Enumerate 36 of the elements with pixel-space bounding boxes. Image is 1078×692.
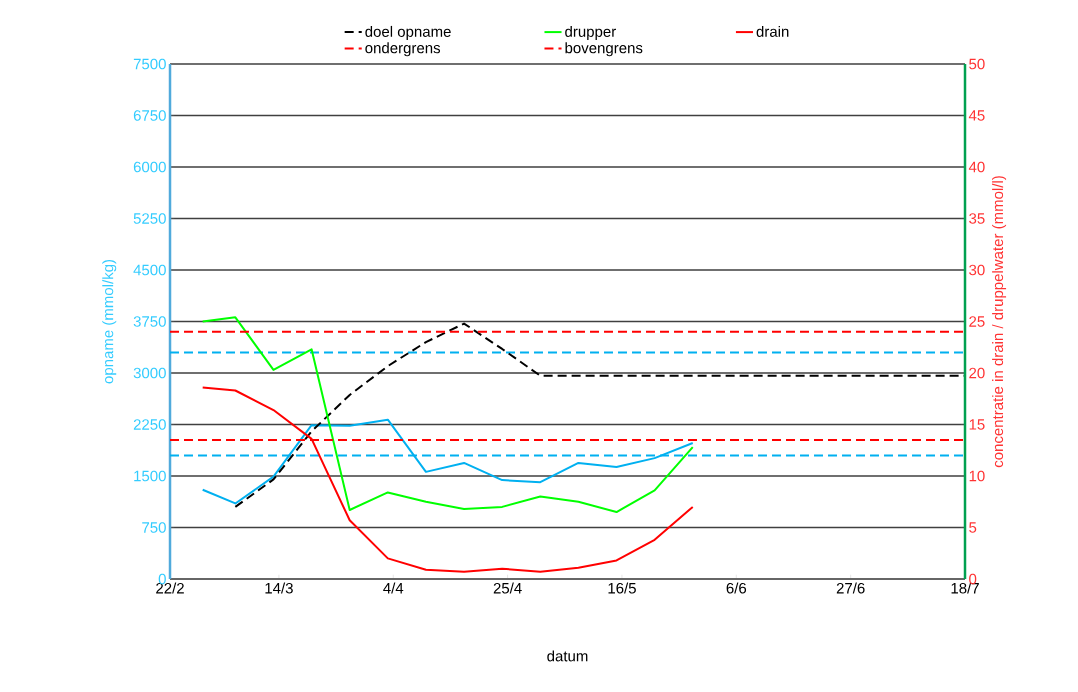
y2-tick-label: 40 <box>968 161 985 173</box>
y-tick-label: 7500 <box>133 58 166 70</box>
y2-axis-title: concentratie in drain / druppelwater (mmol/l) <box>992 176 1007 468</box>
y2-tick-label: 45 <box>968 110 985 121</box>
x-tick-label: 18/7 <box>951 582 979 594</box>
y-tick-label: 5250 <box>133 213 166 224</box>
legend-label: drain <box>756 25 789 37</box>
x-tick-label: 27/6 <box>836 582 865 594</box>
y2-tick-label: 0 <box>969 573 977 585</box>
y-axis-title: opname (mmol/kg) <box>102 259 117 384</box>
legend-label: drupper <box>565 25 616 40</box>
y-tick-label: 6750 <box>133 110 166 121</box>
x-tick-label: 4/4 <box>383 582 404 594</box>
y2-tick-label: 50 <box>969 58 985 70</box>
y-tick-label: 4500 <box>133 264 166 276</box>
y2-tick-label: 30 <box>969 264 985 276</box>
y2-tick-label: 25 <box>969 316 985 327</box>
y-tick-label: 1500 <box>134 470 166 482</box>
x-tick-label: 25/4 <box>493 582 522 594</box>
y-tick-label: 2250 <box>133 419 166 430</box>
y-tick-label: 3750 <box>133 316 166 327</box>
y2-tick-label: 35 <box>969 213 985 224</box>
y2-tick-label: 5 <box>969 522 977 533</box>
x-tick-label: 14/3 <box>265 582 293 594</box>
y-tick-label: 6000 <box>133 161 166 173</box>
legend-label: ondergrens <box>365 42 441 57</box>
y-tick-label: 3000 <box>133 367 166 379</box>
x-tick-label: 6/6 <box>726 582 747 594</box>
y2-tick-label: 20 <box>969 367 985 379</box>
y-tick-label: 750 <box>142 522 166 533</box>
y2-tick-label: 10 <box>969 470 985 482</box>
x-axis-title: datum <box>547 650 588 662</box>
x-tick-label: 16/5 <box>608 582 636 594</box>
legend-label: bovengrens <box>565 42 643 57</box>
y2-tick-label: 15 <box>969 419 985 430</box>
legend-label: doel opname <box>365 25 451 40</box>
